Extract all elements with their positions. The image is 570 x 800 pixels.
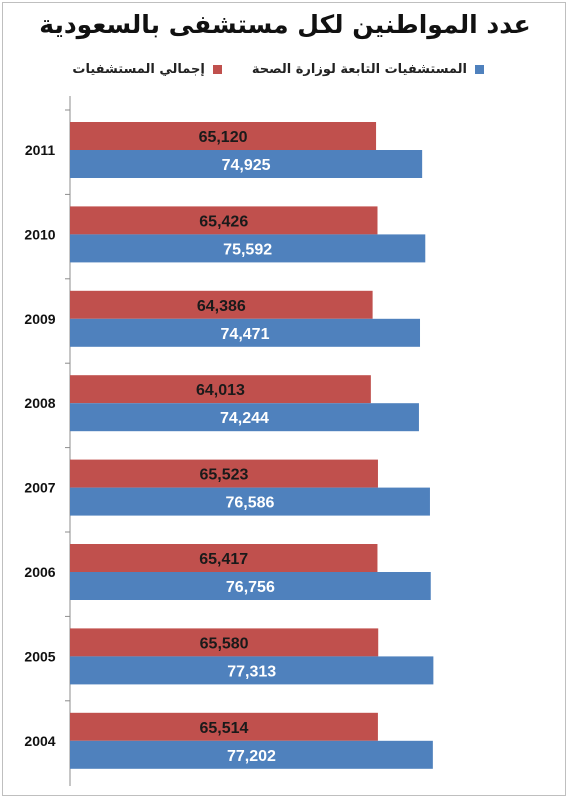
legend-swatch-red (212, 65, 222, 74)
ministry-hospitals-bar-2008 (70, 403, 419, 432)
category-label-2007: 2007 (24, 480, 55, 496)
total-hospitals-bar-2009 (70, 290, 373, 319)
total-hospitals-bar-2008 (70, 375, 371, 404)
total-hospitals-value-label-2007: 65,523 (200, 467, 249, 484)
ministry-hospitals-value-label-2011: 74,925 (222, 157, 271, 174)
total-hospitals-bar-2007 (70, 459, 378, 488)
ministry-hospitals-bar-2004 (70, 740, 433, 769)
ministry-hospitals-value-label-2007: 76,586 (226, 495, 275, 512)
ministry-hospitals-value-label-2005: 77,313 (227, 663, 276, 680)
ministry-hospitals-bar-2006 (70, 572, 431, 600)
total-hospitals-value-label-2010: 65,426 (199, 213, 248, 230)
total-hospitals-bar-2010 (70, 206, 378, 235)
total-hospitals-bar-2011 (70, 122, 377, 150)
total-hospitals-value-label-2004: 65,514 (199, 720, 248, 737)
ministry-hospitals-value-label-2009: 74,471 (221, 326, 270, 343)
total-hospitals-value-label-2005: 65,580 (200, 635, 249, 652)
total-hospitals-bar-2006 (70, 544, 378, 572)
ministry-hospitals-value-label-2006: 76,756 (226, 579, 275, 596)
ministry-hospitals-value-label-2008: 74,244 (220, 410, 269, 427)
category-label-2004: 2004 (24, 733, 55, 749)
ministry-hospitals-bar-2010 (70, 234, 426, 263)
ministry-hospitals-bar-2007 (70, 487, 430, 516)
total-hospitals-bar-2004 (70, 712, 378, 741)
total-hospitals-value-label-2008: 64,013 (196, 382, 245, 399)
total-hospitals-bar-2005 (70, 628, 379, 657)
total-hospitals-value-label-2006: 65,417 (199, 551, 248, 568)
legend-label-total-hospitals: إجمالي المستشفيات (72, 62, 205, 77)
category-label-2010: 2010 (24, 226, 55, 242)
chart-title: عدد المواطنين لكل مستشفى بالسعودية (39, 10, 531, 39)
category-label-2006: 2006 (24, 564, 55, 580)
legend-item-total-hospitals: إجمالي المستشفيات (72, 62, 222, 77)
category-label-2005: 2005 (24, 648, 55, 664)
total-hospitals-value-label-2009: 64,386 (197, 298, 246, 315)
ministry-hospitals-bar-2009 (70, 318, 421, 347)
legend-item-ministry-hospitals: المستشفيات التابعة لوزارة الصحة (252, 62, 484, 77)
total-hospitals-value-label-2011: 65,120 (199, 129, 248, 146)
legend-swatch-blue (475, 65, 484, 74)
category-label-2008: 2008 (24, 395, 55, 411)
category-label-2011: 2011 (25, 142, 56, 158)
ministry-hospitals-bar-2011 (70, 150, 423, 178)
ministry-hospitals-value-label-2010: 75,592 (223, 241, 272, 258)
ministry-hospitals-value-label-2004: 77,202 (227, 748, 276, 765)
legend-label-ministry-hospitals: المستشفيات التابعة لوزارة الصحة (251, 62, 467, 77)
ministry-hospitals-bar-2005 (70, 656, 434, 685)
category-label-2009: 2009 (24, 311, 55, 327)
chart-legend: المستشفيات التابعة لوزارة الصحة إجمالي ا… (42, 62, 484, 77)
